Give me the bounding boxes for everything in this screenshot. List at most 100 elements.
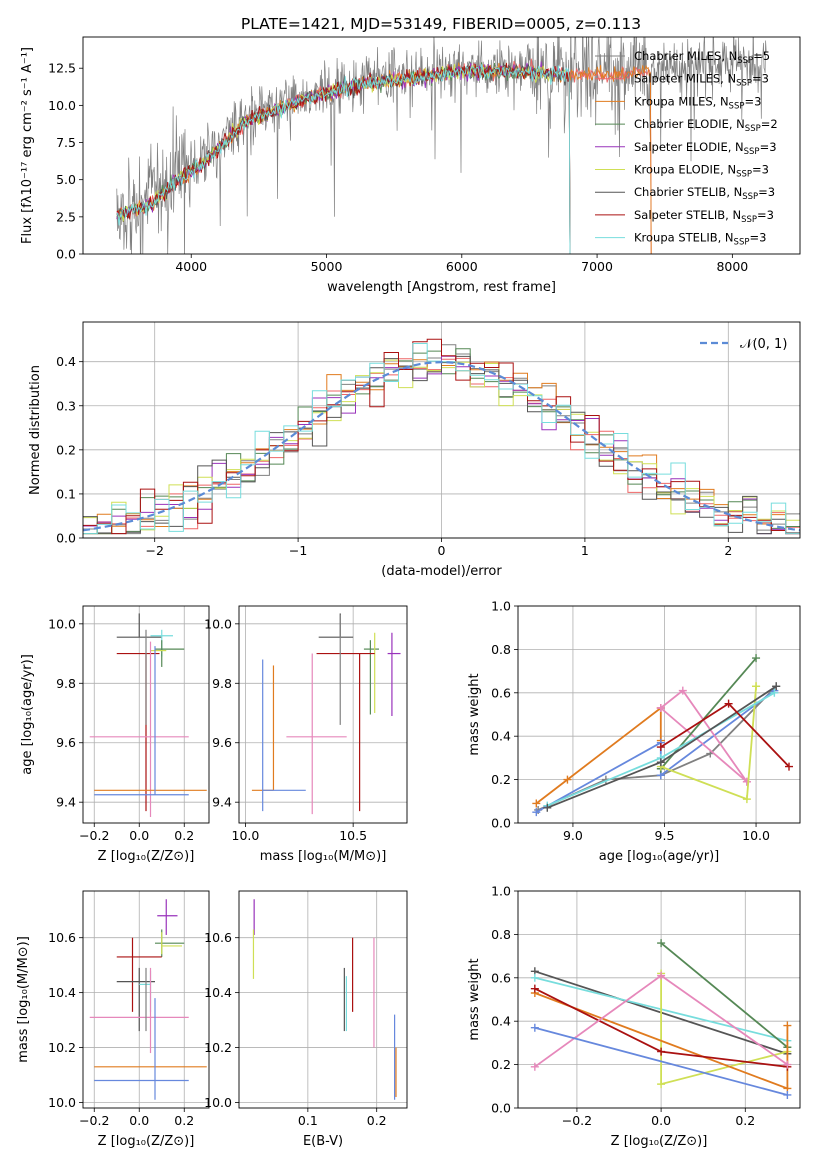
legend-entry: 𝒩(0, 1) [740, 337, 787, 352]
weight-point-marker [783, 1090, 792, 1099]
weight-series-line [534, 1026, 788, 1096]
y-tick-label: 9.6 [212, 735, 232, 750]
y-axis-label: mass weight [467, 958, 482, 1040]
y-axis-label: age [log₁₀(age/yr)] [20, 654, 35, 775]
weight-point-marker [742, 777, 751, 786]
weight-series-line [660, 942, 788, 1048]
x-axis-label: (data-model)/error [381, 564, 502, 579]
legend-sub: SSP [736, 79, 752, 89]
normal-curve [83, 360, 800, 532]
y-tick-label: 0.8 [491, 927, 511, 942]
x-tick-label: 7000 [581, 259, 613, 274]
ticks: −0.2 0.0 0.2 0.0 0.2 0.4 0.6 0.8 1.0 [491, 884, 755, 1129]
ticks: 4000 5000 6000 7000 8000 0.0 2.5 5.0 7.5 10.0 12.5 [48, 61, 748, 274]
y-tick-label: 0.0 [56, 247, 76, 262]
y-tick-label: 9.4 [56, 795, 76, 810]
legend-sub: SSP [744, 147, 760, 157]
legend-entry: Kroupa MILES, NSSP=3 [634, 94, 761, 111]
weight-series-line [660, 973, 788, 1086]
y-tick-label: 10.0 [204, 616, 232, 631]
x-axis-label: Z [log₁₀(Z/Z⊙)] [98, 849, 195, 864]
histogram-step [83, 338, 800, 535]
panel-mass_vs_ebv: 0.1 0.2 10.0 10.2 10.4 10.6 E(B-V) [204, 890, 408, 1149]
x-axis-label: wavelength [Angstrom, rest frame] [327, 280, 556, 295]
panel-spectrum: 4000 5000 6000 7000 8000 0.0 2.5 5.0 7.5 10.0 12.5… [20, 36, 801, 295]
y-tick-label: 0.0 [56, 531, 76, 546]
x-tick-label: 0.0 [129, 828, 149, 843]
y-tick-label: 10.4 [48, 985, 76, 1000]
ticks: −0.2 0.0 0.2 9.4 9.6 9.8 10.0 [48, 616, 194, 843]
y-tick-label: 0.6 [491, 970, 511, 985]
y-tick-label: 0.3 [56, 398, 76, 413]
y-tick-label: 0.8 [491, 642, 511, 657]
axes-frame [82, 605, 210, 824]
y-tick-label: 10.6 [204, 930, 232, 945]
legend-sub: SSP [736, 170, 752, 180]
axes-frame [517, 890, 801, 1109]
weight-point-marker [783, 1060, 792, 1069]
y-tick-label: 9.6 [56, 735, 76, 750]
legend-sub: SSP [737, 56, 753, 66]
ticks: 10.0 10.5 9.4 9.6 9.8 10.0 [204, 616, 367, 843]
y-tick-label: 0.0 [491, 816, 511, 831]
legend-label: Chabrier MILES, N [634, 49, 737, 63]
weight-point-marker [530, 1062, 539, 1071]
legend-sub: SSP [734, 238, 750, 248]
plot-area [530, 939, 792, 1099]
x-tick-label: 6000 [446, 259, 478, 274]
y-tick-label: 0.1 [56, 486, 76, 501]
weight-point-marker [783, 1021, 792, 1030]
x-tick-label: 1 [581, 543, 589, 558]
legend-label: Kroupa STELIB, N [634, 231, 734, 245]
panel-age_vs_Z: −0.2 0.0 0.2 9.4 9.6 9.8 10.0 Z [log₁₀(Z/Z⊙)] ag… [20, 605, 210, 864]
ticks: 0.1 0.2 10.0 10.2 10.4 10.6 [204, 930, 386, 1128]
legend-tail: =5 [753, 49, 770, 63]
grid [239, 606, 407, 823]
weight-point-marker [532, 808, 541, 817]
panel-residuals: −2 −1 0 1 2 0.0 0.1 0.2 0.3 0.4 (data-model)/error… [28, 321, 801, 579]
y-axis-label: Flux [fλ10⁻¹⁷ erg cm⁻² s⁻¹ A⁻¹] [20, 47, 35, 244]
weight-point-marker [532, 799, 541, 808]
x-axis-label: mass [log₁₀(M/M⊙)] [260, 849, 387, 864]
y-axis-label: mass weight [467, 673, 482, 755]
x-tick-label: −1 [289, 543, 307, 558]
legend-tail: =3 [760, 140, 777, 154]
weight-point-marker [678, 686, 687, 695]
x-tick-label: 0.1 [298, 1113, 318, 1128]
x-tick-label: 0.2 [174, 1113, 194, 1128]
x-tick-label: 0 [438, 543, 446, 558]
ticks: 9.0 9.5 10.0 0.0 0.2 0.4 0.6 0.8 1.0 [491, 599, 770, 844]
plot-area [83, 338, 800, 535]
x-tick-label: −0.2 [562, 1113, 592, 1128]
x-tick-label: 0.2 [367, 1113, 387, 1128]
weight-series-line [660, 686, 757, 801]
x-tick-label: 0.2 [735, 1113, 755, 1128]
legend-label: Salpeter ELODIE, N [634, 140, 744, 154]
x-tick-label: 4000 [175, 259, 207, 274]
weight-point-marker [724, 699, 733, 708]
weight-point-marker [563, 775, 572, 784]
weight-point-marker [530, 973, 539, 982]
ticks: −2 −1 0 1 2 0.0 0.1 0.2 0.3 0.4 [56, 354, 732, 558]
y-tick-label: 9.4 [212, 795, 232, 810]
y-tick-label: 10.6 [48, 930, 76, 945]
weight-point-marker [657, 939, 666, 948]
legend-entry: Chabrier STELIB, NSSP=3 [634, 185, 775, 202]
axes-frame [82, 321, 801, 539]
x-tick-label: 0.0 [129, 1113, 149, 1128]
legend-tail: =3 [744, 94, 761, 108]
axes-frame [82, 36, 801, 255]
legend-sub: SSP [729, 101, 745, 111]
x-axis-label: Z [log₁₀(Z/Z⊙)] [611, 1134, 708, 1149]
legend-label: Kroupa MILES, N [634, 94, 729, 108]
x-tick-label: 0.2 [174, 828, 194, 843]
weight-point-marker [530, 1023, 539, 1032]
x-tick-label: −0.2 [79, 828, 109, 843]
weight-point-marker [785, 762, 794, 771]
legend: 𝒩(0, 1) [700, 337, 787, 352]
axes-frame [517, 605, 801, 824]
weight-point-marker [657, 1080, 666, 1089]
weight-point-marker [657, 971, 666, 980]
